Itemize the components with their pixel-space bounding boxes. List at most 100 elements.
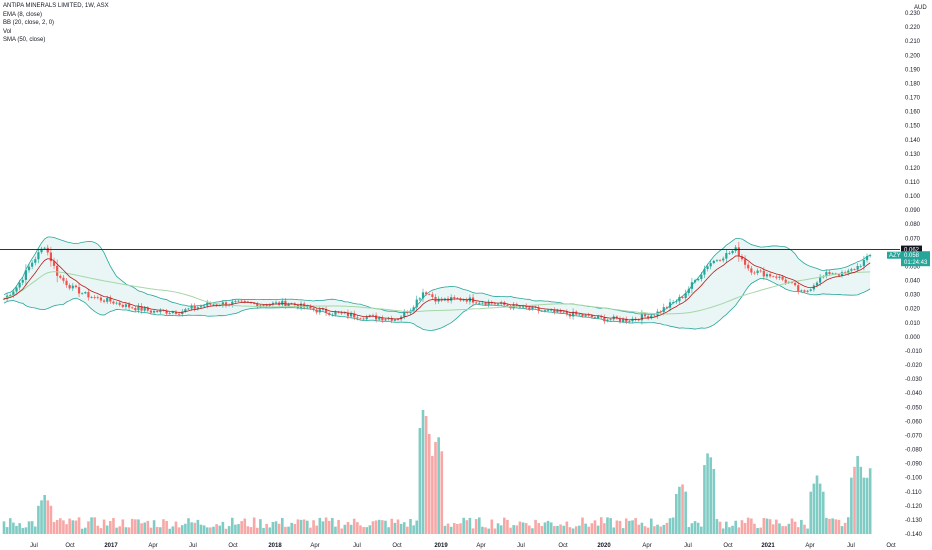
volume-bar (762, 518, 766, 534)
volume-bar (315, 525, 318, 534)
candle-body (703, 268, 706, 275)
indicator-vol[interactable]: Vol (3, 28, 12, 35)
volume-bar (437, 437, 440, 534)
volume-bar (274, 521, 278, 534)
volume-bar (55, 520, 59, 534)
volume-bar (368, 525, 372, 534)
volume-bar (177, 527, 181, 534)
volume-bar (365, 527, 369, 534)
volume-bar (771, 524, 775, 534)
volume-bar (487, 528, 490, 534)
volume-bar (46, 500, 50, 534)
time-axis[interactable]: Jul Oct 2017 Apr Jul Oct 2018 Apr Jul Oct 2019 Apr J… (30, 543, 896, 549)
candle-body (572, 311, 575, 317)
candle-body (481, 302, 484, 304)
candle-body (178, 313, 181, 315)
volume-bar (415, 520, 419, 534)
volume-bar (343, 524, 347, 534)
time-tick-label: Jul (353, 543, 361, 549)
volume-bar (58, 518, 62, 534)
candle-body (593, 317, 597, 319)
candle-body (168, 313, 171, 314)
volume-bar (159, 527, 162, 534)
volume-bar (643, 526, 647, 534)
volume-bar (587, 526, 591, 534)
volume-bar (765, 518, 769, 534)
candle-body (493, 303, 497, 305)
volume-bar (202, 525, 206, 534)
volume-bar (843, 522, 847, 534)
volume-bar (665, 522, 669, 534)
candle-body (678, 296, 681, 302)
candle-body (393, 319, 396, 321)
volume-bar (359, 525, 362, 534)
candle-body (565, 311, 568, 315)
volume-bar (706, 453, 709, 534)
volume-bar (324, 517, 328, 534)
price-axis[interactable]: 0.230 0.220 0.210 0.200 0.190 0.180 0.170 0.160… (900, 0, 932, 550)
candle-body (171, 311, 174, 314)
volume-bar (703, 465, 706, 534)
candle-body (815, 282, 819, 286)
candle-body (243, 301, 246, 302)
ema-line (3, 255, 871, 321)
volume-bar (149, 527, 153, 534)
candle-body (149, 310, 153, 313)
time-tick-label: Oct (558, 543, 568, 549)
symbol-title[interactable]: ANTIPA MINERALS LIMITED, 1W, ASX (3, 3, 109, 9)
volume-bar (124, 527, 128, 534)
volume-bar (309, 527, 312, 534)
candle-body (184, 309, 187, 312)
candle-body (712, 260, 715, 264)
volume-bar (731, 525, 734, 534)
indicator-ema[interactable]: EMA (8, close) (3, 11, 43, 18)
indicator-sma[interactable]: SMA (50, close) (3, 37, 46, 44)
volume-bar (477, 517, 481, 534)
candle-body (668, 302, 672, 308)
price-tick-label: -0.020 (905, 363, 923, 369)
volume-bar (646, 527, 650, 534)
candle-body (550, 309, 553, 311)
volume-bar (199, 524, 203, 534)
last-price-tag (901, 251, 930, 267)
volume-bar (299, 519, 303, 534)
candle-body (384, 319, 387, 321)
candle-body (56, 265, 59, 276)
candle-body (390, 318, 393, 321)
candle-body (603, 317, 606, 322)
volume-bar (68, 518, 71, 534)
candle-body (772, 276, 775, 278)
volume-bar (506, 519, 509, 534)
candle-body (681, 296, 684, 298)
candle-body (234, 301, 237, 302)
candle-body (2, 298, 6, 300)
volume-bar (171, 526, 175, 534)
candle-body (362, 318, 365, 320)
sma-line (3, 271, 871, 315)
candle-body (640, 314, 643, 321)
candle-body (231, 301, 234, 305)
candle-body (706, 266, 709, 269)
candle-body (31, 262, 34, 267)
time-tick-label: Oct (228, 543, 238, 549)
volume-bar (537, 523, 541, 534)
volume-bar (746, 517, 750, 534)
price-tick-label: 0.120 (905, 166, 921, 172)
volume-bar (71, 520, 75, 534)
countdown-text: 01:24:43 (904, 260, 928, 266)
candle-body (521, 305, 525, 308)
candle-body (421, 292, 425, 299)
candle-body (562, 311, 565, 313)
volume-bar (84, 527, 87, 534)
volume-bar (784, 526, 788, 534)
volume-bar (421, 410, 425, 534)
indicator-bb[interactable]: BB (20, close, 2, 0) (3, 20, 55, 27)
volume-bar (352, 518, 356, 534)
price-tick-label: 0.080 (905, 222, 921, 228)
volume-bar (209, 527, 212, 534)
volume-bar (796, 527, 800, 534)
volume-bar (496, 523, 500, 534)
candle-body (115, 302, 118, 304)
candle-body (828, 272, 831, 275)
